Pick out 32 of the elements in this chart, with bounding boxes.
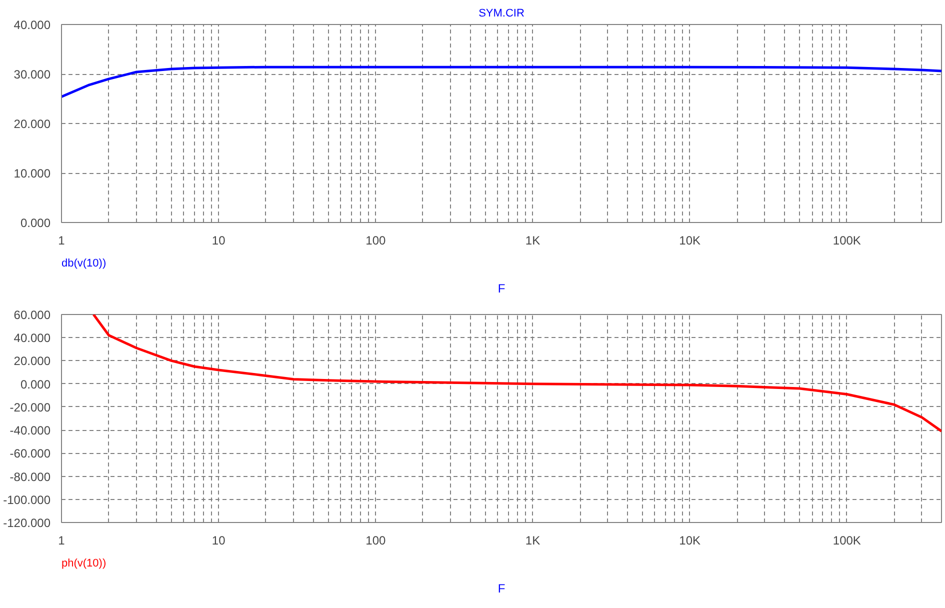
x-axis-title: F: [498, 582, 506, 596]
y-tick-label: 0.000: [20, 377, 51, 392]
x-tick-label: 1K: [525, 534, 540, 548]
x-tick-label: 10: [212, 534, 226, 548]
x-tick-label: 100K: [832, 534, 861, 548]
x-tick-label: 10K: [679, 234, 701, 248]
x-tick-label: 100: [366, 534, 386, 548]
y-tick-label: -100.000: [3, 492, 51, 507]
y-tick-label: -120.000: [3, 516, 51, 530]
chart-title: SYM.CIR: [478, 8, 524, 20]
x-tick-label: 1: [58, 234, 66, 248]
y-tick-label: -20.000: [10, 400, 51, 414]
y-tick-label: 30.000: [14, 68, 51, 82]
x-tick-label: 10: [212, 234, 226, 248]
y-tick-label: 60.000: [14, 308, 51, 322]
text: ph(v(10)): [62, 558, 106, 570]
y-tick-label: 10.000: [14, 166, 51, 180]
text: db(v(10)): [62, 258, 106, 270]
x-tick-label: 10K: [679, 534, 701, 548]
y-tick-label: 40.000: [14, 331, 51, 346]
y-tick-label: 40.000: [14, 18, 51, 32]
x-tick-label: 100K: [832, 234, 861, 248]
y-tick-label: 20.000: [14, 117, 51, 131]
y-tick-label: -60.000: [10, 446, 51, 461]
y-tick-label: 0.000: [20, 216, 51, 230]
x-tick-label: 1: [58, 534, 66, 548]
x-tick-label: 1K: [525, 234, 540, 248]
x-tick-label: 100: [366, 234, 386, 248]
y-tick-label: -40.000: [10, 424, 51, 438]
x-axis-title: F: [498, 282, 506, 296]
y-tick-label: -80.000: [10, 470, 51, 484]
y-tick-label: 20.000: [14, 354, 51, 368]
